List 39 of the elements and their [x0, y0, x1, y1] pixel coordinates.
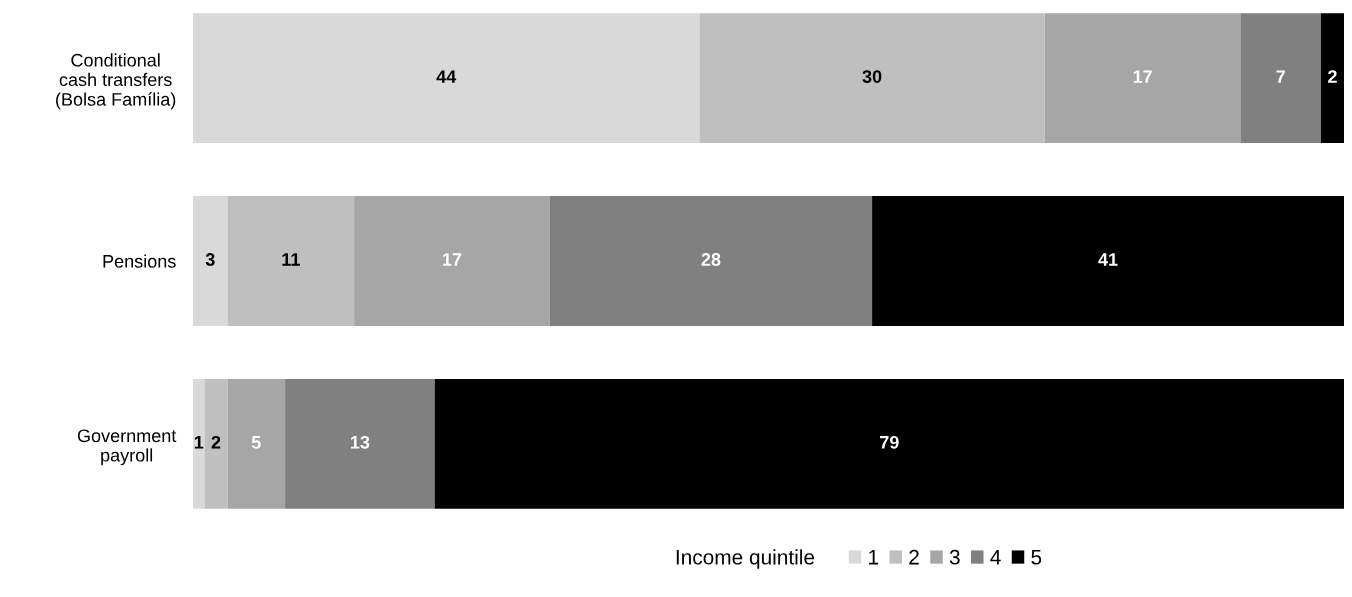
bar — [699, 13, 1045, 144]
legend-label: 1 — [869, 550, 879, 565]
data-label: 1 — [194, 436, 204, 449]
data-label: 11 — [282, 253, 300, 266]
y-tick-label: Government payroll — [77, 429, 177, 466]
bar — [872, 196, 1344, 326]
y-tick-label: Conditional cash transfers (Bolsa Família) — [56, 53, 176, 110]
legend-label: 5 — [1031, 550, 1042, 565]
y-tick-label: Pensions — [103, 254, 176, 268]
data-label: 44 — [436, 70, 457, 83]
legend-title: Income quintile — [676, 549, 815, 569]
bar — [1044, 13, 1241, 144]
legend-label: 3 — [949, 549, 960, 565]
data-label: 30 — [862, 70, 882, 84]
bar — [227, 196, 355, 326]
data-label: 5 — [251, 436, 261, 449]
bar — [193, 196, 228, 326]
data-label: 28 — [701, 253, 721, 266]
bar — [193, 13, 700, 144]
bar — [193, 378, 205, 509]
legend-label: 4 — [990, 550, 1001, 565]
data-label: 79 — [880, 435, 899, 449]
data-label: 3 — [205, 253, 215, 266]
data-label: 17 — [1133, 70, 1152, 83]
bar — [354, 196, 550, 326]
data-label: 2 — [211, 435, 221, 449]
bar — [285, 378, 435, 509]
bar — [549, 196, 873, 326]
bar — [1240, 13, 1321, 144]
data-label: 17 — [443, 253, 462, 266]
legend-label: 2 — [909, 549, 919, 565]
bar — [434, 378, 1344, 509]
data-label: 2 — [1328, 70, 1337, 83]
bar — [227, 378, 286, 509]
bar — [1320, 13, 1344, 144]
bar — [204, 378, 228, 509]
data-label: 13 — [350, 435, 370, 449]
data-label: 7 — [1276, 70, 1285, 83]
data-label: 41 — [1098, 253, 1118, 266]
